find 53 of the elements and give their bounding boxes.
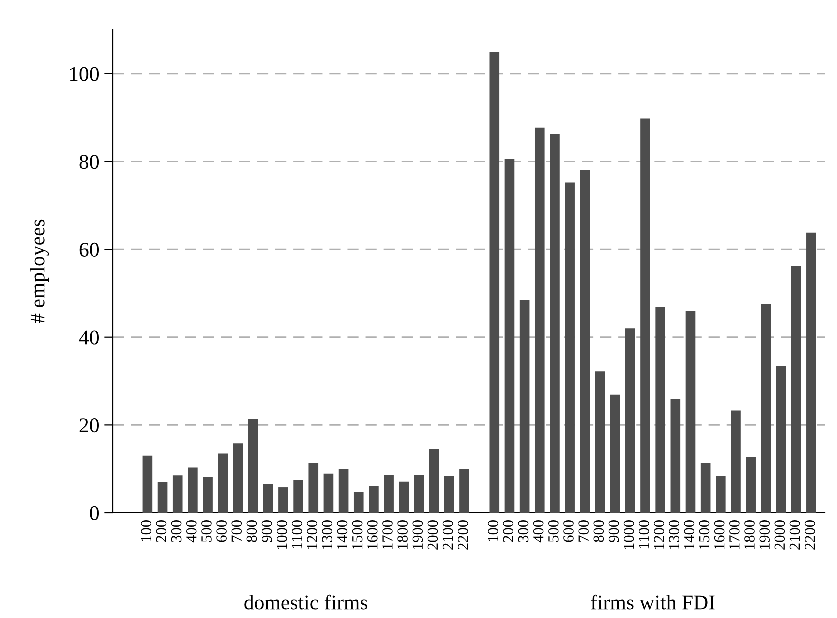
x-tick-label: 1000 <box>624 520 634 550</box>
x-tick-label: 1800 <box>398 520 408 550</box>
x-tick-label: 1100 <box>292 520 302 549</box>
x-tick-label: 1200 <box>654 520 664 550</box>
x-tick-label: 2000 <box>428 520 438 550</box>
x-tick-label: 1400 <box>684 520 695 550</box>
x-tick-label: 1500 <box>699 520 710 550</box>
y-tick-label: 40 <box>79 330 100 345</box>
x-tick-label: 800 <box>594 520 604 542</box>
text: domestic firms <box>244 594 368 610</box>
x-tick-label: 600 <box>216 520 227 542</box>
x-tick-label: 700 <box>232 520 242 542</box>
x-tick-label: 2100 <box>790 520 800 550</box>
x-tick-label: 1600 <box>367 520 378 550</box>
x-tick-label: 600 <box>564 520 574 542</box>
x-tick-label: 1400 <box>337 520 348 550</box>
x-tick-label: 2000 <box>774 520 786 550</box>
x-tick-label: 2200 <box>804 520 816 550</box>
y-tick-label: 20 <box>80 418 100 433</box>
x-tick-label: 900 <box>262 520 272 542</box>
x-tick-label: 2200 <box>458 520 468 550</box>
x-tick-label: 1900 <box>760 520 770 550</box>
x-tick-label: 300 <box>171 520 182 542</box>
x-tick-label: 1300 <box>322 520 333 550</box>
y-tick-label: 60 <box>80 242 100 257</box>
y-tick-label: 100 <box>70 67 100 82</box>
x-tick-label: 1000 <box>276 520 288 550</box>
y-tick-label: 0 <box>90 506 100 520</box>
x-tick-label: 100 <box>488 520 498 542</box>
x-tick-label: 1600 <box>714 520 725 550</box>
x-tick-label: 1900 <box>412 520 424 550</box>
x-tick-label: 1300 <box>669 520 680 550</box>
x-tick-label: 1700 <box>730 520 740 550</box>
x-tick-label: 500 <box>202 520 212 542</box>
x-tick-label: 500 <box>548 520 559 542</box>
x-tick-label: 100 <box>141 520 152 542</box>
x-tick-label: 300 <box>518 520 529 542</box>
x-tick-label: 400 <box>186 520 197 543</box>
x-tick-label: 1700 <box>382 520 393 550</box>
x-tick-label: 200 <box>503 520 514 542</box>
x-tick-label: 1500 <box>352 520 363 550</box>
y-axis-title: # employees <box>30 220 50 324</box>
x-tick-label: 1100 <box>639 520 650 549</box>
x-tick-label: 900 <box>608 520 620 542</box>
y-tick-label: 80 <box>80 155 100 170</box>
x-tick-label: 800 <box>246 520 258 542</box>
x-tick-label: 200 <box>156 520 167 542</box>
x-tick-label: 400 <box>533 520 544 543</box>
x-tick-label: 2100 <box>442 520 454 550</box>
x-tick-label: 1200 <box>307 520 318 550</box>
x-tick-label: 700 <box>578 520 589 542</box>
x-tick-label: 1800 <box>744 520 755 550</box>
text: firms with FDI <box>591 594 715 610</box>
